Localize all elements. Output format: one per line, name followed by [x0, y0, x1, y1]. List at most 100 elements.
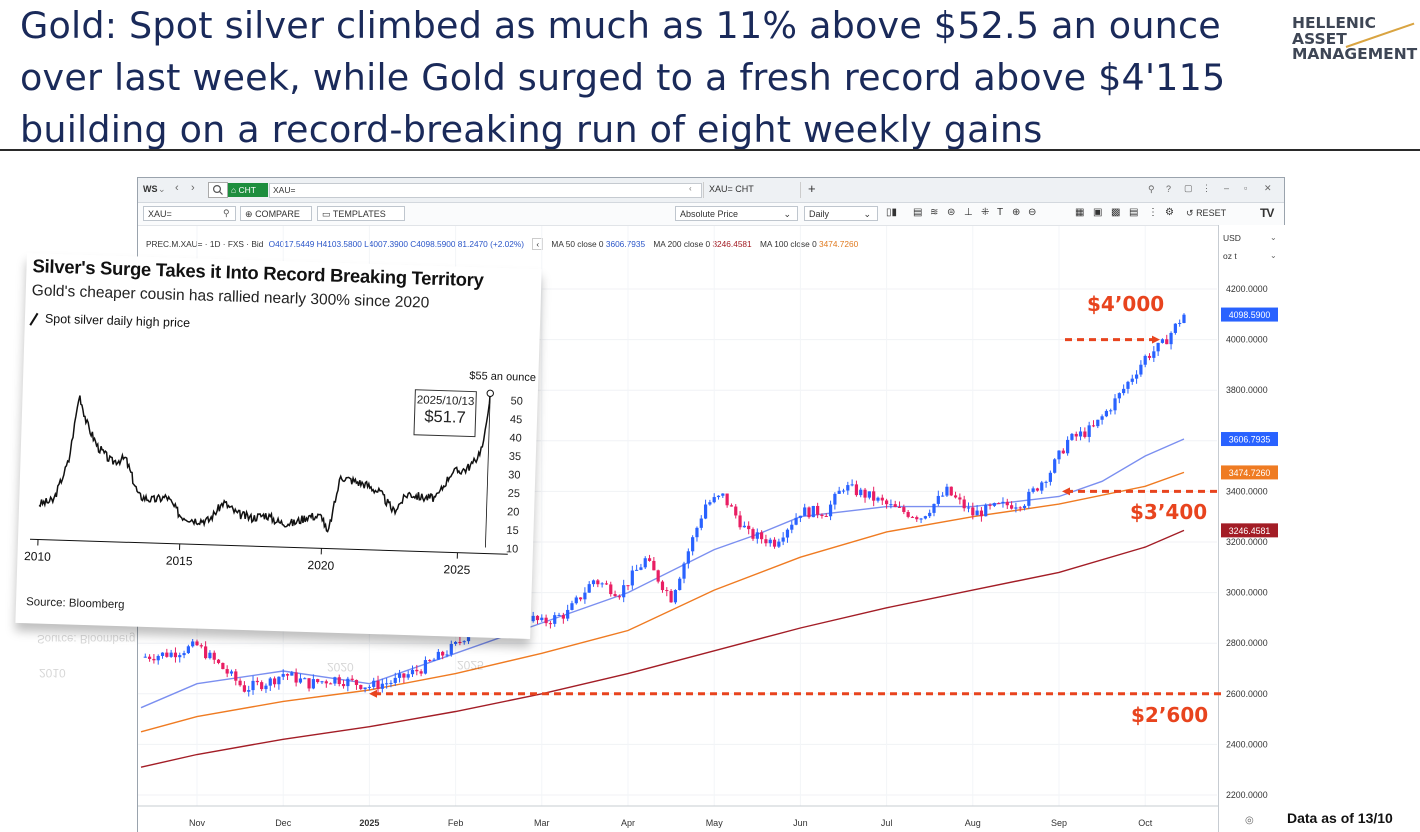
candle-down [971, 508, 974, 516]
candle-up [812, 506, 815, 517]
candle-down [958, 497, 961, 499]
reflection-2010: 2010 [39, 666, 66, 680]
candle-up [570, 603, 573, 610]
candle-down [618, 596, 621, 597]
candle-down [863, 490, 866, 498]
candle-down [596, 580, 599, 584]
annotation-2600: $2’600 [1131, 703, 1208, 727]
candle-up [868, 491, 871, 497]
candle-down [747, 526, 750, 529]
candle-up [704, 505, 707, 519]
candle-down [665, 590, 668, 591]
candle-up [1169, 333, 1172, 344]
candle-down [898, 507, 901, 508]
candle-up [833, 494, 836, 505]
candle-up [782, 538, 785, 542]
candle-down [545, 618, 548, 623]
candle-up [713, 497, 716, 502]
candle-up [644, 558, 647, 567]
candle-down [911, 517, 914, 518]
candle-down [963, 499, 966, 508]
candle-up [1032, 488, 1035, 491]
candle-down [820, 515, 823, 516]
candle-up [993, 503, 996, 506]
callout-value: $51.7 [415, 407, 476, 428]
candle-up [1101, 416, 1104, 419]
candle-up [1126, 382, 1129, 389]
candle-up [678, 579, 681, 590]
candle-up [859, 490, 862, 495]
x-tick-label: 2025 [359, 818, 379, 828]
candle-up [1152, 351, 1155, 358]
candle-down [773, 540, 776, 547]
candle-up [691, 537, 694, 551]
candle-down [915, 517, 918, 519]
candle-up [1157, 343, 1160, 351]
candle-up [967, 508, 970, 509]
candle-down [609, 584, 612, 594]
x-tick-label: Mar [534, 818, 550, 828]
candle-up [790, 525, 793, 530]
candle-up [1053, 459, 1056, 472]
candle-up [1023, 506, 1026, 508]
candle-up [1118, 393, 1121, 398]
candle-up [786, 530, 789, 538]
candle-up [674, 590, 677, 602]
candle-up [803, 507, 806, 515]
candle-down [902, 507, 905, 512]
candle-up [588, 584, 591, 593]
data-as-of: Data as of 13/10 [1287, 810, 1393, 826]
candle-down [1092, 425, 1095, 426]
candle-up [1088, 425, 1091, 437]
candle-up [769, 540, 772, 544]
candle-up [924, 516, 927, 518]
candle-down [885, 500, 888, 504]
inset-y-tick: 30 [508, 469, 521, 481]
candle-down [549, 623, 552, 624]
candle-down [1036, 488, 1039, 490]
candle-up [1144, 356, 1147, 365]
candle-down [894, 504, 897, 507]
reflection-source: Source: Bloomberg [37, 632, 135, 644]
candle-up [1070, 434, 1073, 440]
y-tick-label: 2800.0000 [1226, 638, 1268, 648]
inset-x-axis [30, 539, 508, 554]
candle-up [889, 504, 892, 505]
candle-up [919, 519, 922, 520]
candle-up [842, 491, 845, 492]
candle-up [799, 516, 802, 518]
candle-up [631, 571, 634, 586]
candle-down [1019, 507, 1022, 508]
candle-up [941, 496, 944, 497]
candle-up [601, 583, 604, 584]
candle-up [756, 532, 759, 538]
candle-up [1105, 411, 1108, 416]
callout-date: 2025/10/13 [415, 394, 475, 408]
candle-down [997, 503, 1000, 504]
candle-up [622, 585, 625, 597]
candle-down [1148, 356, 1151, 358]
reflection-2020: 2020 [327, 660, 354, 674]
y-tick-label: 3200.0000 [1226, 537, 1268, 547]
candle-up [851, 484, 854, 485]
candle-up [717, 496, 720, 497]
candle-down [988, 505, 991, 506]
inset-x-tick: 2015 [166, 554, 193, 569]
candle-up [1135, 375, 1138, 379]
price-label-text: 3606.7935 [1229, 435, 1271, 445]
candle-up [1049, 473, 1052, 482]
y-tick-label: 3000.0000 [1226, 588, 1268, 598]
candle-up [1122, 389, 1125, 393]
candle-down [626, 585, 629, 586]
price-label-text: 3474.7260 [1229, 468, 1271, 478]
y-tick-label: 2400.0000 [1226, 739, 1268, 749]
inset-top-label: $55 an ounce [469, 370, 536, 384]
inset-y-tick: 45 [510, 414, 523, 426]
candle-down [872, 491, 875, 500]
candle-up [575, 597, 578, 603]
candle-up [1139, 365, 1142, 375]
annotation-4000: $4’000 [1087, 292, 1164, 316]
candle-down [726, 494, 729, 506]
candle-up [743, 526, 746, 527]
candle-down [807, 507, 810, 517]
